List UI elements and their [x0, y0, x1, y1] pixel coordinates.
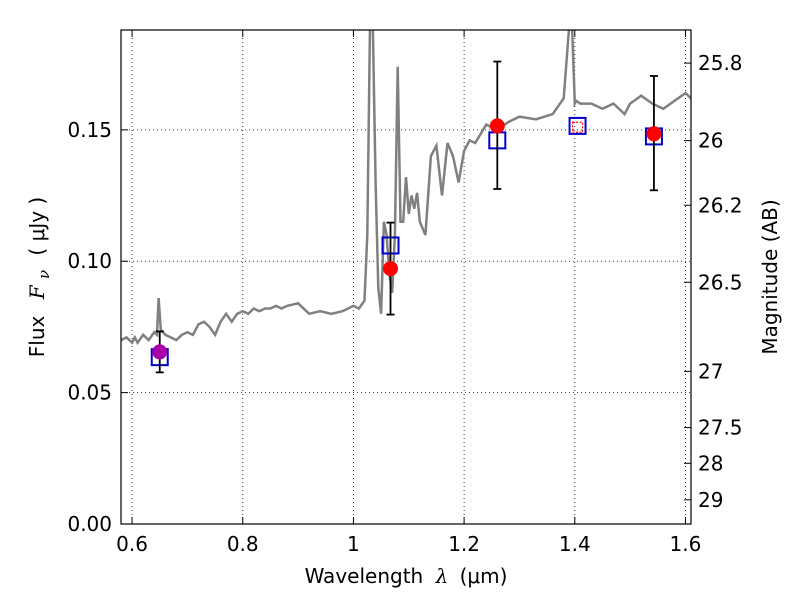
- model-spectrum-line: [121, 30, 691, 346]
- x-tick-label-0: 0.6: [116, 532, 148, 556]
- y2-tick-label-6: 28: [698, 451, 723, 475]
- y-axis-ticks: 0.00 0.05 0.10 0.15: [67, 118, 128, 536]
- x-tick-label-1: 0.8: [227, 532, 259, 556]
- y2-tick-label-0: 25.8: [698, 51, 743, 75]
- y2-axis-label: Magnitude (AB): [758, 199, 782, 354]
- y2-tick-label-3: 26.5: [698, 270, 743, 294]
- y2-tick-label-1: 26: [698, 129, 723, 153]
- observed-point-1: [383, 261, 399, 277]
- x-axis-ticks: 0.6 0.8 1 1.2 1.4 1.6: [116, 30, 701, 556]
- x-tick-label-4: 1.4: [559, 532, 591, 556]
- x-tick-label-5: 1.6: [670, 532, 702, 556]
- y-tick-label-0: 0.00: [67, 512, 112, 536]
- y-tick-label-3: 0.15: [67, 118, 112, 142]
- plot-frame: [120, 29, 692, 525]
- x-tick-label-2: 1: [347, 532, 360, 556]
- observed-point-3: [571, 121, 584, 133]
- y2-tick-label-2: 26.2: [698, 193, 743, 217]
- plot-area: [121, 30, 691, 374]
- y2-tick-label-5: 27.5: [698, 416, 743, 440]
- y-axis-label: Flux F ν ( μJy ): [25, 197, 54, 357]
- grid-lines: [121, 30, 691, 524]
- x-axis-label: Wavelength λ (μm): [305, 564, 508, 588]
- x-tick-label-3: 1.2: [448, 532, 480, 556]
- y2-tick-label-7: 29: [698, 488, 723, 512]
- y-tick-label-1: 0.05: [67, 381, 112, 405]
- y2-tick-label-4: 27: [698, 359, 723, 383]
- observed-point-0: [152, 344, 168, 360]
- error-bars: [155, 60, 658, 374]
- observed-points: [152, 118, 662, 360]
- model-band-markers: [150, 116, 663, 367]
- y-tick-label-2: 0.10: [67, 249, 112, 273]
- model-band-square-3: [568, 116, 587, 135]
- observed-point-2: [489, 118, 505, 134]
- observed-point-4: [646, 126, 662, 142]
- y2-axis-ticks: 25.8 26 26.2 26.5 27 27.5 28 29: [684, 51, 743, 512]
